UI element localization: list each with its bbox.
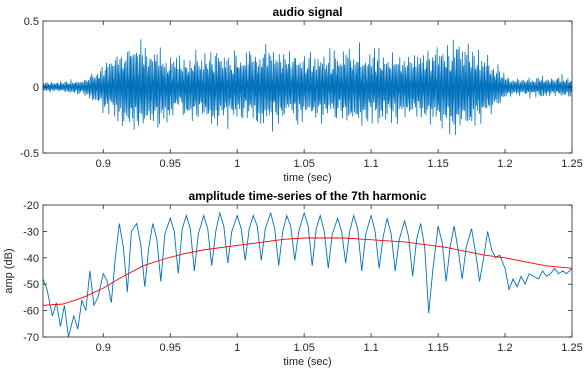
x-tick-label: 1 (234, 342, 240, 354)
x-tick-label: 0.95 (160, 158, 181, 170)
x-tick-label: 1 (234, 158, 240, 170)
x-tick-label: 0.9 (96, 342, 111, 354)
y-tick-label: -70 (23, 332, 39, 344)
series-line-1 (43, 39, 572, 136)
x-tick-label: 1.1 (363, 158, 378, 170)
plot-area (43, 205, 572, 337)
x-tick-label: 1.15 (427, 342, 448, 354)
x-tick-label: 1.2 (497, 342, 512, 354)
y-axis-label: amp (dB) (3, 248, 15, 293)
y-tick-label: 0.5 (24, 16, 39, 28)
series-line-1 (43, 211, 572, 337)
x-tick-label: 1.15 (427, 158, 448, 170)
y-tick-label: -30 (23, 226, 39, 238)
chart-title: amplitude time-series of the 7th harmoni… (188, 189, 426, 203)
x-tick-label: 1.25 (561, 158, 582, 170)
series-line-2 (43, 237, 572, 306)
x-axis-label: time (sec) (283, 356, 331, 368)
plot-lines (43, 211, 572, 337)
y-tick-label: 0 (33, 82, 39, 94)
x-tick-label: 0.95 (160, 342, 181, 354)
x-tick-label: 1.05 (293, 342, 314, 354)
x-tick-label: 1.25 (561, 342, 582, 354)
x-axis-label: time (sec) (283, 172, 331, 184)
x-tick-label: 1.05 (293, 158, 314, 170)
y-tick-label: -40 (23, 253, 39, 265)
x-tick-label: 1.1 (363, 342, 378, 354)
x-tick-label: 1.2 (497, 158, 512, 170)
chart-panel-1: 0.9 0.95 1 1.05 1.1 1.15 1.2 1.25 -0.5 0 0.5 audio … (20, 5, 583, 184)
chart-panel-2: 0.9 0.95 1 1.05 1.1 1.15 1.2 1.25 -70 -60 -50 -40 -3… (3, 189, 583, 368)
axes-box (42, 204, 573, 338)
y-tick-label: -60 (23, 306, 39, 318)
x-tick-label: 0.9 (96, 158, 111, 170)
plot-lines (43, 39, 572, 136)
y-tick-label: -20 (23, 200, 39, 212)
y-tick-label: -0.5 (20, 148, 39, 160)
chart-title: audio signal (272, 5, 342, 19)
y-tick-label: -50 (23, 279, 39, 291)
